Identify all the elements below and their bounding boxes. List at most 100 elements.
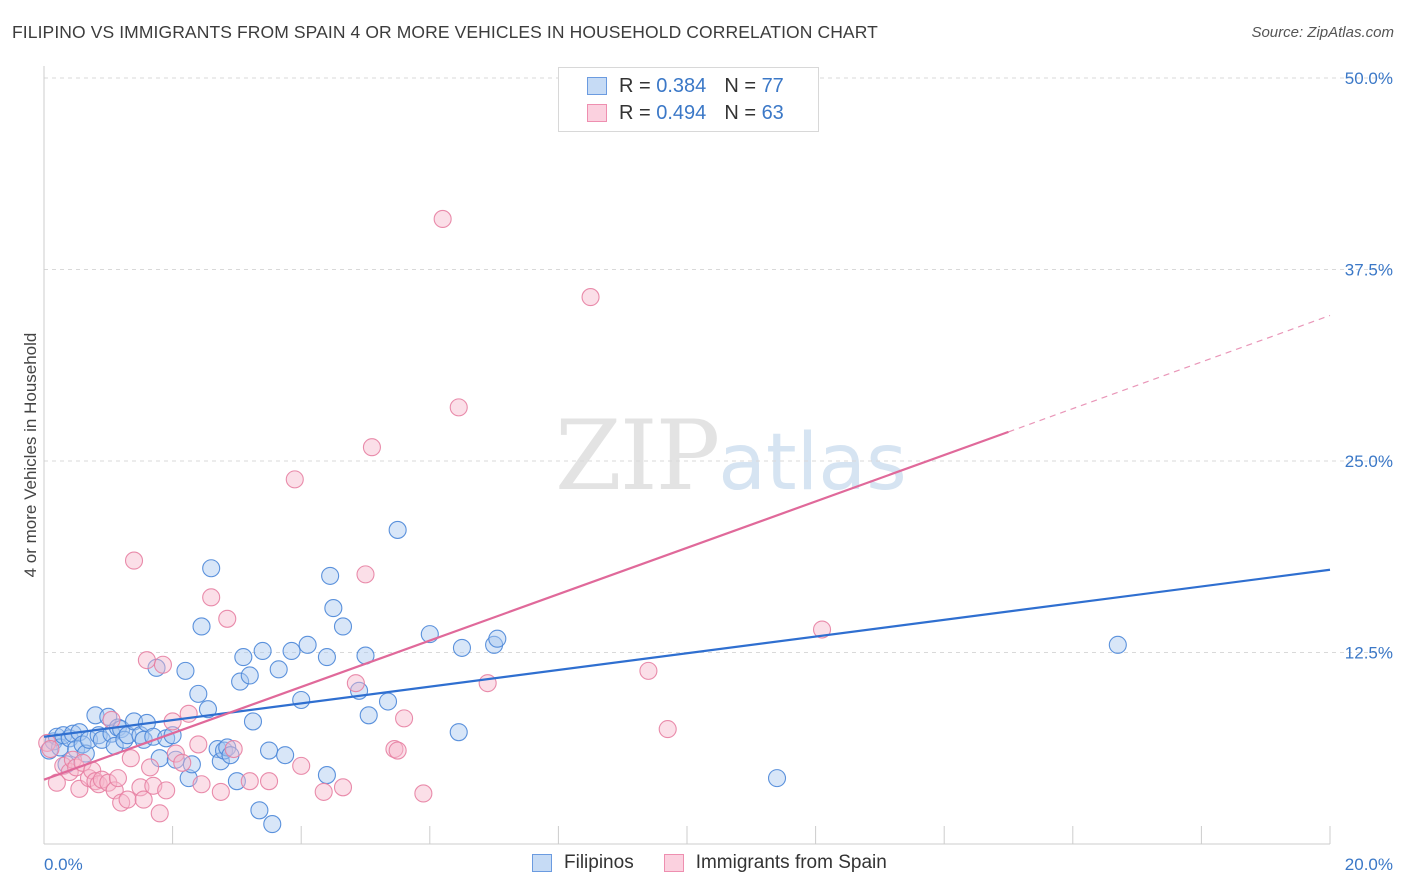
point-filipinos xyxy=(378,692,398,711)
point-spain xyxy=(189,735,208,754)
point-spain xyxy=(581,288,600,307)
x-tick-label: 20.0% xyxy=(1345,855,1393,874)
legend-r-label: R = xyxy=(619,101,651,124)
point-filipinos xyxy=(192,617,211,636)
trend-lines xyxy=(43,314,1331,781)
legend-swatch-spain xyxy=(587,104,607,122)
point-filipinos xyxy=(298,635,317,654)
point-filipinos xyxy=(324,599,343,618)
point-filipinos xyxy=(198,700,218,719)
y-tick-label: 25.0% xyxy=(1345,452,1393,471)
chart-title: FILIPINO VS IMMIGRANTS FROM SPAIN 4 OR M… xyxy=(12,22,878,42)
point-filipinos xyxy=(202,559,221,578)
point-spain xyxy=(157,781,176,800)
source-credit: Source: ZipAtlas.com xyxy=(1251,24,1394,41)
point-filipinos xyxy=(227,772,246,791)
axes xyxy=(43,66,1331,845)
point-spain xyxy=(356,565,375,584)
legend-n-value: 77 xyxy=(761,74,784,97)
point-spain xyxy=(166,744,185,763)
point-filipinos xyxy=(234,648,253,667)
point-spain xyxy=(812,620,832,639)
point-spain xyxy=(121,749,140,768)
point-filipinos xyxy=(292,690,311,710)
legend-r-label: R = xyxy=(619,74,651,97)
point-spain xyxy=(99,773,118,792)
point-filipinos xyxy=(321,566,340,585)
y-tick-label: 37.5% xyxy=(1345,261,1393,280)
point-spain xyxy=(240,772,259,791)
point-spain xyxy=(639,661,658,680)
legend-swatch-spain xyxy=(663,854,684,872)
x-tick-label: 0.0% xyxy=(44,855,83,874)
point-spain xyxy=(362,438,381,457)
trend-line-spain xyxy=(43,430,1009,781)
point-spain xyxy=(259,772,279,791)
point-spain xyxy=(314,782,333,801)
correlation-legend: R = 0.384 N = 77 R = 0.494 N = 63 xyxy=(558,67,819,132)
point-spain xyxy=(433,209,452,228)
legend-row-spain: R = 0.494 N = 63 xyxy=(587,101,784,125)
point-spain xyxy=(346,674,365,693)
point-spain xyxy=(134,790,153,809)
point-spain xyxy=(385,739,404,759)
point-filipinos xyxy=(449,723,468,742)
point-filipinos xyxy=(317,766,336,785)
point-filipinos xyxy=(282,641,301,661)
legend-row-filipinos: R = 0.384 N = 77 xyxy=(587,74,784,98)
point-filipinos xyxy=(176,661,195,680)
legend-label-filipinos: Filipinos xyxy=(564,852,634,873)
point-spain xyxy=(478,674,497,693)
point-filipinos xyxy=(259,741,279,760)
y-axis-label: 4 or more Vehicles in Household xyxy=(21,333,40,578)
point-filipinos xyxy=(189,684,208,703)
watermark: ZIPatlas xyxy=(555,400,907,512)
tick-labels: 12.5% 25.0% 37.5% 50.0% 0.0% 20.0% xyxy=(44,69,1393,874)
point-spain xyxy=(292,756,311,775)
point-spain xyxy=(658,720,677,739)
point-spain xyxy=(173,753,192,772)
point-filipinos xyxy=(269,660,288,679)
point-spain xyxy=(218,609,237,628)
point-filipinos xyxy=(333,617,353,636)
point-filipinos xyxy=(240,666,259,685)
point-filipinos xyxy=(452,638,472,657)
point-spain xyxy=(150,804,169,823)
point-filipinos xyxy=(250,801,269,820)
data-points xyxy=(38,209,1127,834)
point-spain xyxy=(224,739,243,759)
legend-label-spain: Immigrants from Spain xyxy=(695,852,887,873)
legend-r-value: 0.384 xyxy=(656,74,707,97)
point-filipinos xyxy=(1108,635,1127,654)
y-tick-label: 50.0% xyxy=(1345,69,1393,88)
point-spain xyxy=(102,710,121,729)
point-filipinos xyxy=(231,672,250,691)
point-spain xyxy=(153,655,173,674)
point-spain xyxy=(388,741,407,760)
watermark-zip: ZIP xyxy=(555,400,720,512)
legend-n-label: N = xyxy=(724,74,756,97)
series-legend: Filipinos Immigrants from Spain xyxy=(532,852,917,874)
legend-swatch-filipinos xyxy=(587,77,607,95)
point-filipinos xyxy=(317,648,336,667)
y-tick-label: 12.5% xyxy=(1345,644,1393,663)
point-spain xyxy=(137,651,156,670)
trend-line-filipinos xyxy=(43,568,1331,738)
trend-extension-spain xyxy=(1008,314,1331,433)
point-spain xyxy=(118,790,137,809)
point-filipinos xyxy=(214,741,234,760)
legend-swatch-filipinos xyxy=(532,854,552,872)
point-spain xyxy=(211,782,230,801)
legend-item-spain: Immigrants from Spain xyxy=(663,852,887,874)
point-spain xyxy=(333,778,353,797)
point-filipinos xyxy=(767,769,787,788)
point-filipinos xyxy=(182,755,201,774)
point-filipinos xyxy=(276,746,295,765)
point-filipinos xyxy=(243,712,263,731)
point-spain xyxy=(192,775,211,794)
legend-n-value: 63 xyxy=(761,101,784,124)
point-filipinos xyxy=(388,520,407,539)
point-filipinos xyxy=(263,815,282,834)
gridlines xyxy=(44,77,1392,653)
